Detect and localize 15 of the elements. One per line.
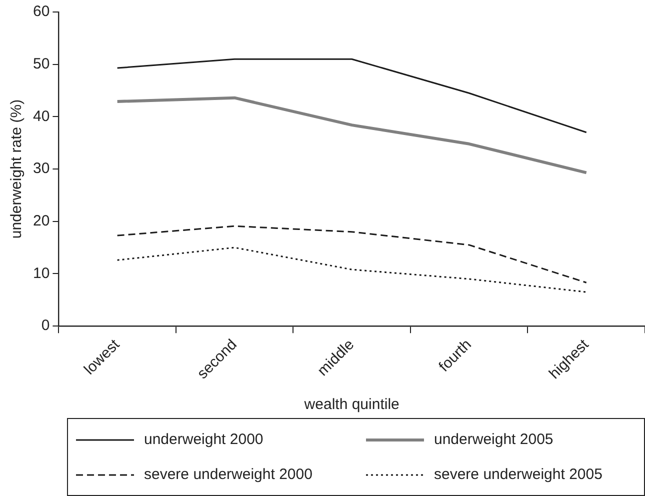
line-series	[116, 246, 588, 293]
line-series	[116, 225, 588, 284]
y-tick-label: 60	[32, 3, 50, 20]
x-axis-title: wealth quintile	[303, 396, 400, 414]
y-tick-label: 50	[32, 55, 50, 72]
legend-label: underweight 2005	[434, 431, 554, 448]
y-tick-label: 20	[32, 212, 50, 230]
legend-label: underweight 2000	[144, 431, 264, 448]
legend-label: severe underweight 2000	[144, 466, 312, 483]
y-tick-label: 40	[32, 108, 50, 125]
y-tick-label: 30	[32, 160, 50, 178]
y-tick-label: 0	[41, 317, 50, 334]
y-tick-label: 10	[32, 264, 50, 282]
y-axis-title: underweight rate (%)	[8, 99, 26, 239]
legend-label: severe underweight 2005	[434, 466, 602, 483]
